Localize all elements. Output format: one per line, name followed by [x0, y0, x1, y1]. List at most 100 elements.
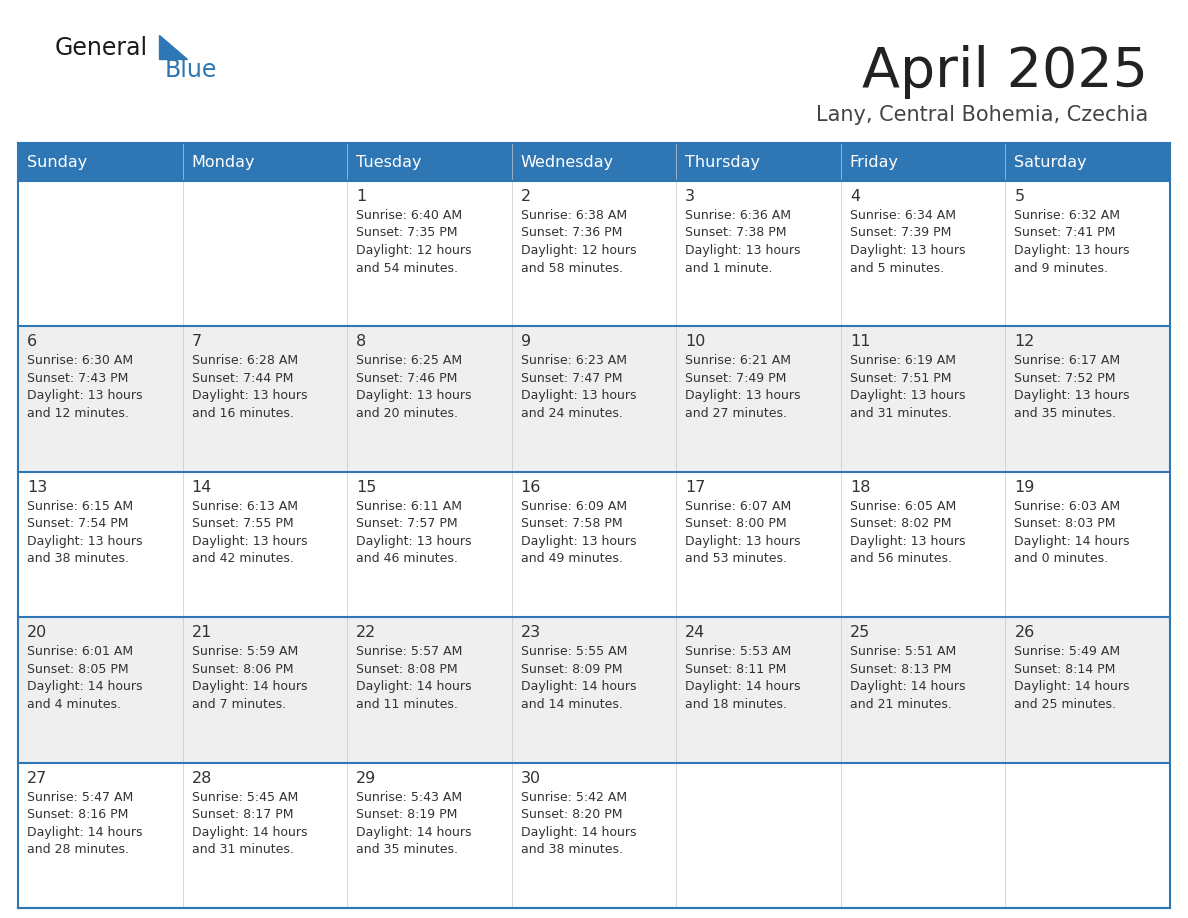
Bar	[512, 617, 676, 763]
Text: Daylight: 13 hours: Daylight: 13 hours	[849, 389, 966, 402]
Text: 27: 27	[27, 770, 48, 786]
Bar	[347, 617, 512, 763]
Text: Sunset: 7:46 PM: Sunset: 7:46 PM	[356, 372, 457, 385]
Text: and 7 minutes.: and 7 minutes.	[191, 698, 285, 711]
Polygon shape	[159, 35, 187, 59]
Bar	[18, 472, 183, 617]
Text: Sunrise: 5:57 AM: Sunrise: 5:57 AM	[356, 645, 462, 658]
Text: and 27 minutes.: and 27 minutes.	[685, 407, 788, 420]
Bar	[183, 617, 347, 763]
Text: Sunrise: 6:21 AM: Sunrise: 6:21 AM	[685, 354, 791, 367]
Bar	[18, 617, 183, 763]
Text: Daylight: 13 hours: Daylight: 13 hours	[191, 389, 307, 402]
Text: 13: 13	[27, 480, 48, 495]
Bar	[676, 472, 841, 617]
Text: Sunset: 7:57 PM: Sunset: 7:57 PM	[356, 518, 457, 531]
Text: Daylight: 14 hours: Daylight: 14 hours	[1015, 535, 1130, 548]
Text: and 38 minutes.: and 38 minutes.	[520, 843, 623, 856]
Bar	[18, 181, 183, 327]
Text: Daylight: 14 hours: Daylight: 14 hours	[27, 680, 143, 693]
Text: and 21 minutes.: and 21 minutes.	[849, 698, 952, 711]
Text: Sunset: 8:00 PM: Sunset: 8:00 PM	[685, 518, 786, 531]
Text: 4: 4	[849, 189, 860, 204]
Text: Daylight: 14 hours: Daylight: 14 hours	[849, 680, 966, 693]
Bar	[1005, 143, 1170, 181]
Text: Daylight: 14 hours: Daylight: 14 hours	[356, 825, 472, 839]
Text: 12: 12	[1015, 334, 1035, 350]
Bar	[18, 763, 183, 908]
Text: 30: 30	[520, 770, 541, 786]
Bar	[18, 327, 183, 472]
Text: Lany, Central Bohemia, Czechia: Lany, Central Bohemia, Czechia	[816, 105, 1148, 125]
Text: Tuesday: Tuesday	[356, 154, 422, 170]
Text: and 5 minutes.: and 5 minutes.	[849, 262, 944, 274]
Text: Sunrise: 5:59 AM: Sunrise: 5:59 AM	[191, 645, 298, 658]
Text: 11: 11	[849, 334, 871, 350]
Text: Daylight: 14 hours: Daylight: 14 hours	[191, 680, 307, 693]
Text: and 4 minutes.: and 4 minutes.	[27, 698, 121, 711]
Text: Daylight: 13 hours: Daylight: 13 hours	[849, 535, 966, 548]
Text: 20: 20	[27, 625, 48, 640]
Text: and 9 minutes.: and 9 minutes.	[1015, 262, 1108, 274]
Text: 14: 14	[191, 480, 211, 495]
Text: and 11 minutes.: and 11 minutes.	[356, 698, 459, 711]
Text: and 25 minutes.: and 25 minutes.	[1015, 698, 1117, 711]
Text: and 56 minutes.: and 56 minutes.	[849, 553, 952, 565]
Text: Sunset: 8:13 PM: Sunset: 8:13 PM	[849, 663, 952, 676]
Text: and 20 minutes.: and 20 minutes.	[356, 407, 459, 420]
Text: Sunset: 7:44 PM: Sunset: 7:44 PM	[191, 372, 293, 385]
Bar	[183, 327, 347, 472]
Bar	[1005, 763, 1170, 908]
Bar	[841, 181, 1005, 327]
Text: Sunrise: 6:38 AM: Sunrise: 6:38 AM	[520, 209, 627, 222]
Text: Sunset: 7:47 PM: Sunset: 7:47 PM	[520, 372, 623, 385]
Text: Sunrise: 5:47 AM: Sunrise: 5:47 AM	[27, 790, 133, 803]
Text: 6: 6	[27, 334, 37, 350]
Text: and 14 minutes.: and 14 minutes.	[520, 698, 623, 711]
Bar	[347, 143, 512, 181]
Text: Sunset: 8:03 PM: Sunset: 8:03 PM	[1015, 518, 1116, 531]
Text: Daylight: 13 hours: Daylight: 13 hours	[356, 535, 472, 548]
Text: Sunset: 8:16 PM: Sunset: 8:16 PM	[27, 808, 128, 821]
Bar	[676, 327, 841, 472]
Text: Daylight: 13 hours: Daylight: 13 hours	[356, 389, 472, 402]
Bar	[841, 617, 1005, 763]
Text: Sunrise: 6:25 AM: Sunrise: 6:25 AM	[356, 354, 462, 367]
Text: Daylight: 13 hours: Daylight: 13 hours	[685, 535, 801, 548]
Text: 1: 1	[356, 189, 366, 204]
Text: Daylight: 14 hours: Daylight: 14 hours	[520, 680, 637, 693]
Text: 2: 2	[520, 189, 531, 204]
Bar	[841, 143, 1005, 181]
Text: and 35 minutes.: and 35 minutes.	[356, 843, 459, 856]
Text: April 2025: April 2025	[862, 45, 1148, 99]
Bar	[841, 327, 1005, 472]
Bar	[347, 181, 512, 327]
Text: Daylight: 13 hours: Daylight: 13 hours	[520, 389, 637, 402]
Text: Monday: Monday	[191, 154, 255, 170]
Text: Daylight: 12 hours: Daylight: 12 hours	[520, 244, 637, 257]
Text: Sunrise: 6:13 AM: Sunrise: 6:13 AM	[191, 499, 297, 513]
Bar	[512, 472, 676, 617]
Text: Friday: Friday	[849, 154, 899, 170]
Text: Daylight: 14 hours: Daylight: 14 hours	[191, 825, 307, 839]
Text: and 46 minutes.: and 46 minutes.	[356, 553, 459, 565]
Text: Sunset: 8:20 PM: Sunset: 8:20 PM	[520, 808, 623, 821]
Text: Daylight: 13 hours: Daylight: 13 hours	[27, 389, 143, 402]
Text: Daylight: 14 hours: Daylight: 14 hours	[1015, 680, 1130, 693]
Bar	[676, 617, 841, 763]
Text: and 35 minutes.: and 35 minutes.	[1015, 407, 1117, 420]
Text: and 38 minutes.: and 38 minutes.	[27, 553, 129, 565]
Bar	[512, 327, 676, 472]
Text: Sunrise: 6:32 AM: Sunrise: 6:32 AM	[1015, 209, 1120, 222]
Text: Sunrise: 6:30 AM: Sunrise: 6:30 AM	[27, 354, 133, 367]
Text: Sunset: 8:02 PM: Sunset: 8:02 PM	[849, 518, 952, 531]
Text: Sunset: 8:11 PM: Sunset: 8:11 PM	[685, 663, 786, 676]
Text: and 1 minute.: and 1 minute.	[685, 262, 772, 274]
Text: Sunset: 7:51 PM: Sunset: 7:51 PM	[849, 372, 952, 385]
Text: Thursday: Thursday	[685, 154, 760, 170]
Text: and 24 minutes.: and 24 minutes.	[520, 407, 623, 420]
Text: Daylight: 13 hours: Daylight: 13 hours	[520, 535, 637, 548]
Text: and 54 minutes.: and 54 minutes.	[356, 262, 459, 274]
Bar	[676, 181, 841, 327]
Bar	[512, 763, 676, 908]
